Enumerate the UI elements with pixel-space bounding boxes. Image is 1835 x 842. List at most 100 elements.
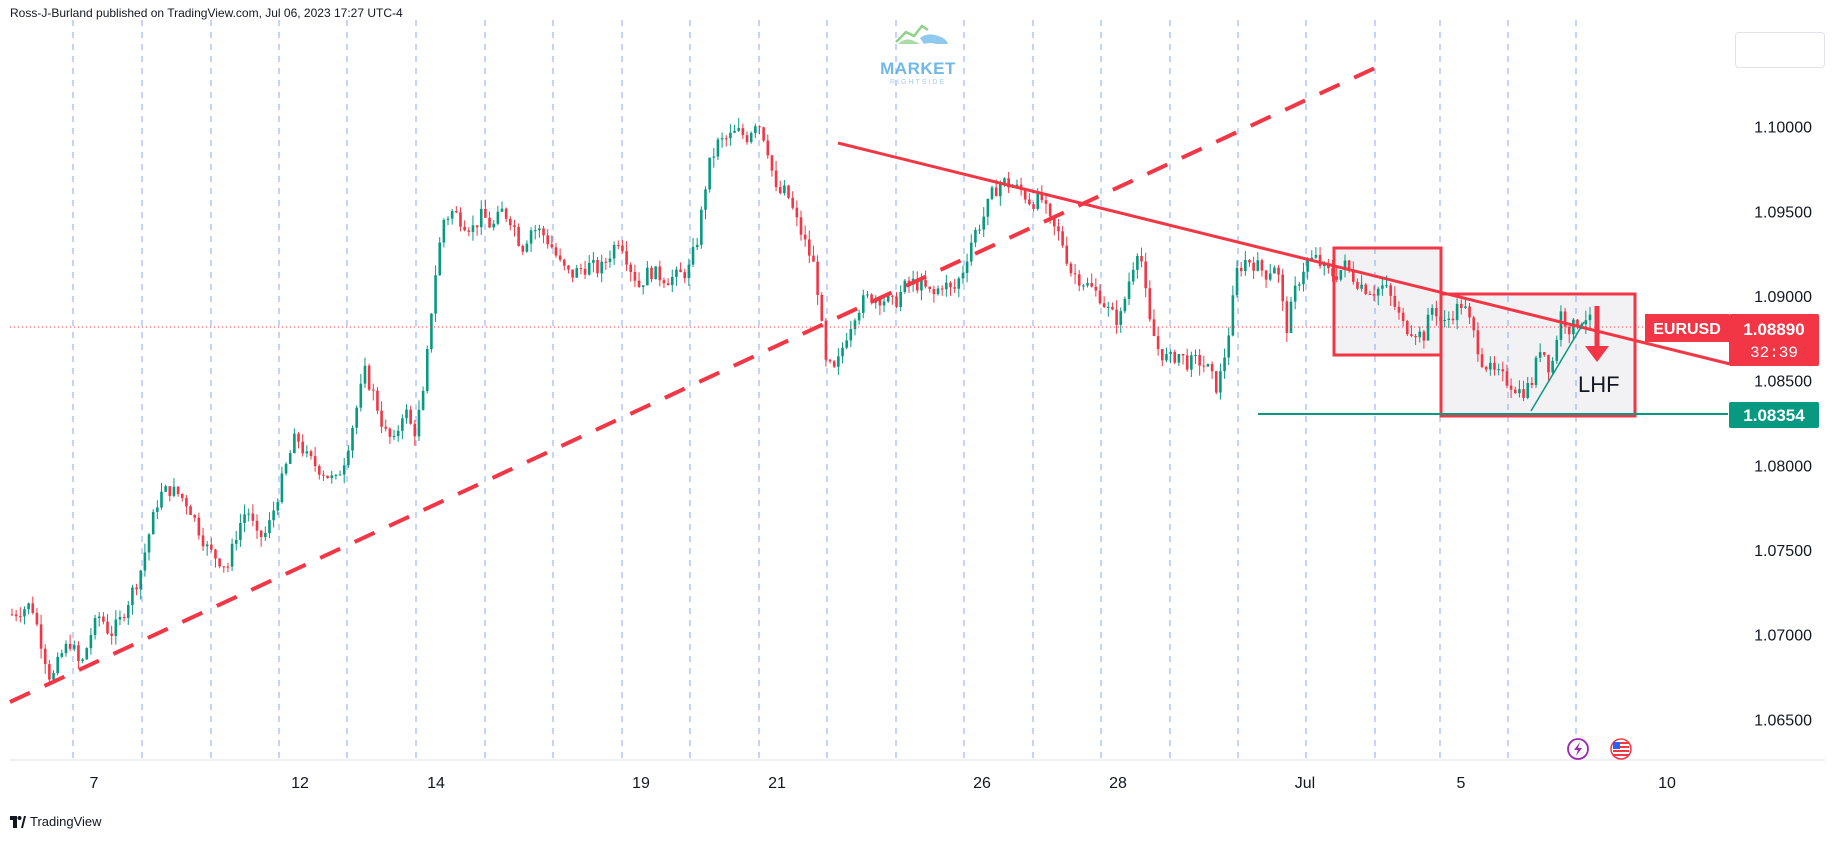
candle-body bbox=[430, 313, 433, 350]
chart-control-button[interactable] bbox=[1735, 32, 1825, 68]
lightning-icon[interactable] bbox=[1567, 738, 1589, 760]
drawings-under bbox=[1332, 246, 1637, 418]
candle-body bbox=[1036, 192, 1039, 209]
candle-body bbox=[932, 289, 936, 295]
candle-body bbox=[1518, 389, 1521, 394]
candle-body bbox=[1252, 262, 1255, 271]
candle-body bbox=[1106, 306, 1110, 308]
candle-body bbox=[957, 278, 961, 289]
candle-body bbox=[965, 261, 969, 273]
candle-body bbox=[1588, 314, 1592, 321]
y-tick-label-2: 1.09000 bbox=[1754, 289, 1812, 306]
candle-body bbox=[1289, 301, 1293, 333]
candle-body bbox=[1148, 288, 1152, 320]
candle-body bbox=[297, 433, 300, 442]
candle-body bbox=[1530, 383, 1534, 385]
candle-body bbox=[795, 207, 799, 218]
candle-body bbox=[575, 268, 579, 278]
candle-body bbox=[1057, 226, 1060, 232]
candle-body bbox=[1152, 319, 1156, 337]
candle-body bbox=[1368, 293, 1372, 295]
candle-body bbox=[749, 133, 753, 143]
candle-body bbox=[355, 407, 358, 428]
candle-body bbox=[986, 198, 990, 217]
candle-body bbox=[1048, 203, 1052, 217]
candle-body bbox=[376, 390, 379, 411]
candle-body bbox=[363, 365, 367, 384]
candle-body bbox=[554, 247, 558, 256]
candle-body bbox=[1547, 354, 1550, 373]
candle-body bbox=[1543, 352, 1546, 355]
candle-body bbox=[239, 523, 242, 540]
candle-body bbox=[529, 230, 533, 244]
candle-body bbox=[259, 530, 263, 537]
candle-body bbox=[392, 436, 396, 438]
candle-body bbox=[1239, 267, 1243, 272]
candle-body bbox=[496, 211, 500, 224]
candle-body bbox=[56, 656, 59, 674]
candle-body bbox=[197, 517, 201, 536]
candle-body bbox=[143, 552, 147, 571]
candle-body bbox=[160, 491, 163, 508]
candle-body bbox=[1293, 285, 1297, 302]
rising-trendline-dashed[interactable] bbox=[9, 60, 1389, 704]
candle-body bbox=[945, 282, 948, 290]
candle-body bbox=[754, 126, 757, 134]
candle-body bbox=[467, 230, 471, 232]
candle-body bbox=[131, 587, 134, 606]
candle-body bbox=[1111, 306, 1114, 310]
consolidation-box-2[interactable] bbox=[1439, 292, 1637, 418]
candle-body bbox=[513, 225, 516, 227]
candle-body bbox=[1385, 285, 1388, 287]
candle-body bbox=[1044, 200, 1048, 204]
candle-body bbox=[1451, 318, 1455, 321]
candle-body bbox=[774, 170, 778, 188]
candle-body bbox=[255, 520, 259, 531]
candle-body bbox=[787, 185, 790, 198]
candle-body bbox=[994, 187, 998, 197]
candle-body bbox=[791, 197, 794, 208]
rising-support-line[interactable] bbox=[1530, 321, 1585, 412]
candle-body bbox=[1318, 255, 1322, 267]
candle-body bbox=[866, 294, 869, 296]
candle-body bbox=[675, 269, 678, 277]
candle-body bbox=[1181, 354, 1185, 356]
candle-body bbox=[521, 245, 525, 252]
candle-body bbox=[1534, 357, 1538, 385]
candle-body bbox=[210, 544, 213, 550]
candle-body bbox=[608, 258, 612, 262]
candle-body bbox=[953, 287, 956, 289]
candle-body bbox=[180, 493, 184, 499]
candle-body bbox=[380, 410, 383, 427]
candle-body bbox=[1277, 267, 1280, 275]
candle-body bbox=[799, 217, 803, 235]
publisher-credit: Ross-J-Burland published on TradingView.… bbox=[10, 6, 403, 20]
candle-body bbox=[405, 409, 408, 419]
candle-body bbox=[940, 288, 944, 290]
candle-body bbox=[666, 283, 670, 286]
candle-body bbox=[737, 128, 741, 131]
candle-body bbox=[293, 433, 296, 454]
x-tick-label-1: 12 bbox=[291, 775, 309, 792]
candle-body bbox=[1015, 184, 1019, 187]
candle-body bbox=[1464, 306, 1467, 309]
candle-body bbox=[446, 218, 450, 220]
candle-body bbox=[708, 157, 711, 190]
x-tick-label-4: 21 bbox=[768, 775, 786, 792]
us-flag-icon[interactable] bbox=[1610, 738, 1632, 760]
candle-body bbox=[189, 506, 192, 516]
candle-body bbox=[156, 507, 159, 512]
candle-body bbox=[230, 543, 234, 567]
candle-body bbox=[326, 475, 329, 479]
candle-body bbox=[1522, 389, 1525, 398]
candle-body bbox=[1372, 294, 1376, 296]
candle-body bbox=[724, 138, 728, 140]
candle-body bbox=[122, 616, 126, 618]
candle-body bbox=[1140, 255, 1143, 262]
candle-body bbox=[500, 208, 504, 212]
candle-body bbox=[1505, 371, 1509, 386]
candle-body bbox=[1418, 331, 1422, 338]
candle-body bbox=[646, 267, 649, 286]
candle-body bbox=[999, 183, 1002, 197]
